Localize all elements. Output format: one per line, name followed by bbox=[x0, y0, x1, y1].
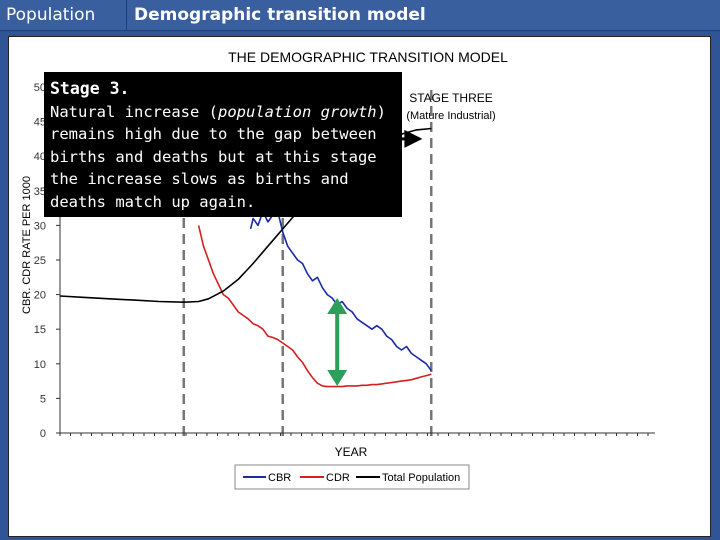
y-tick-label: 50 bbox=[34, 82, 46, 94]
callout-title: Stage 3. bbox=[50, 79, 130, 98]
header-bar: Population Demographic transition model bbox=[0, 0, 720, 31]
y-tick-label: 25 bbox=[34, 255, 46, 267]
y-tick-label: 45 bbox=[34, 117, 46, 129]
legend: CBR CDR Total Population bbox=[234, 464, 470, 490]
y-axis-label: CBR. CDR RATE PER 1000 bbox=[21, 176, 33, 314]
y-tick-label: 40 bbox=[34, 151, 46, 163]
cdr-line bbox=[197, 225, 432, 388]
callout-body: Natural increase (population growth) rem… bbox=[50, 101, 396, 214]
callout-text-a: Natural increase ( bbox=[50, 102, 218, 121]
y-tick-label: 5 bbox=[40, 393, 46, 405]
stage-three-callout: Stage 3. Natural increase (population gr… bbox=[44, 72, 402, 217]
gap-arrow-head-top bbox=[327, 298, 348, 315]
legend-label-cdr: CDR bbox=[326, 472, 350, 484]
tab-population[interactable]: Population bbox=[0, 0, 127, 30]
gap-arrow-head-bottom bbox=[327, 369, 348, 386]
legend-label-cbr: CBR bbox=[268, 472, 291, 484]
stage-arrow-head bbox=[404, 129, 423, 148]
legend-label-total: Total Population bbox=[382, 472, 460, 484]
slide-title: Demographic transition model bbox=[134, 5, 426, 25]
y-tick-label: 30 bbox=[34, 220, 46, 232]
chart-title: THE DEMOGRAPHIC TRANSITION MODEL bbox=[228, 49, 508, 65]
callout-text-italic: population growth bbox=[217, 102, 377, 121]
y-tick-label: 20 bbox=[34, 290, 46, 302]
y-tick-label: 0 bbox=[40, 428, 46, 440]
y-tick-label: 15 bbox=[34, 324, 46, 336]
callout-text-b: ) remains high due to the gap between bi… bbox=[50, 102, 386, 211]
stage-label-line2: (Mature Industrial) bbox=[406, 110, 495, 122]
x-axis-label: YEAR bbox=[335, 445, 368, 459]
stage-label-line1: STAGE THREE bbox=[409, 91, 493, 105]
y-tick-label: 35 bbox=[34, 186, 46, 198]
y-tick-label: 10 bbox=[34, 359, 46, 371]
